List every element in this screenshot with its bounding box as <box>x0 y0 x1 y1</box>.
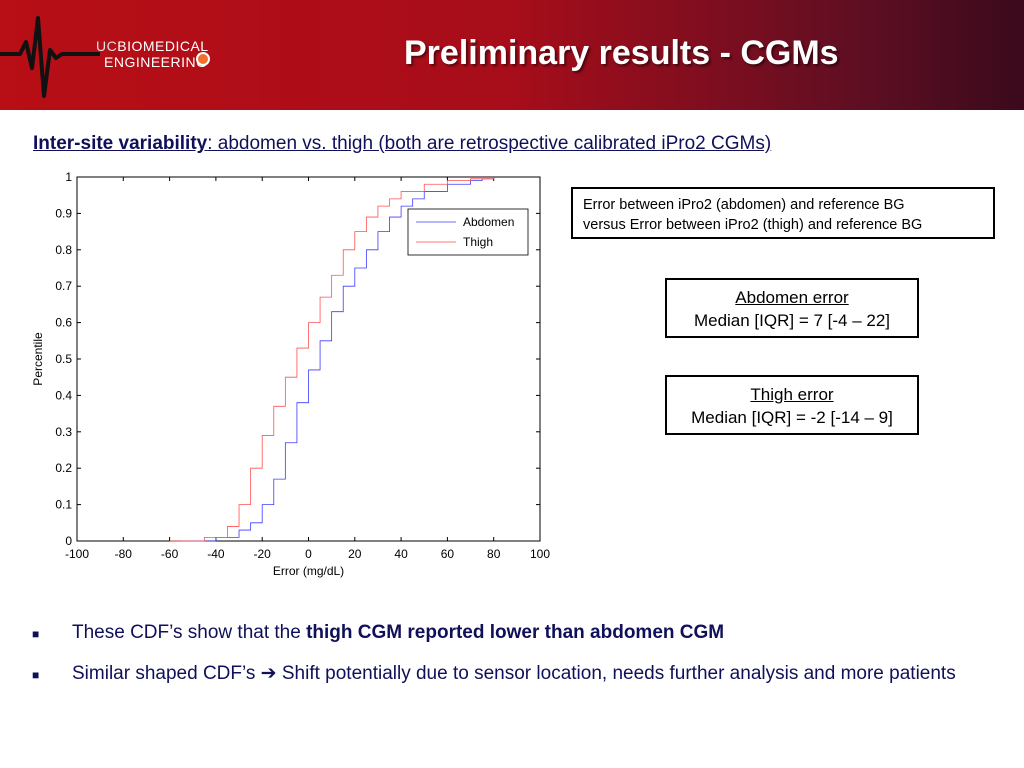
y-tick-label: 0 <box>65 534 72 548</box>
y-tick-label: 1 <box>65 170 72 184</box>
x-tick-label: 100 <box>530 547 550 561</box>
x-tick-label: 40 <box>394 547 408 561</box>
y-tick-label: 0.5 <box>55 352 72 366</box>
slide-title: Preliminary results - CGMs <box>404 34 839 72</box>
x-tick-label: -80 <box>115 547 133 561</box>
thigh-error-box: Thigh error Median [IQR] = -2 [-14 – 9] <box>665 375 919 435</box>
comparison-line-1: Error between iPro2 (abdomen) and refere… <box>583 197 905 213</box>
thigh-error-heading: Thigh error <box>750 385 834 404</box>
abdomen-error-heading: Abdomen error <box>735 288 849 307</box>
bullet-item: ■ These CDF’s show that the thigh CGM re… <box>32 620 1002 646</box>
logo-uc: UC <box>96 38 118 54</box>
x-tick-label: -20 <box>254 547 272 561</box>
heartbeat-logo-icon <box>0 16 100 98</box>
y-axis-label: Percentile <box>31 332 45 386</box>
series-line-abdomen <box>181 177 495 542</box>
square-bullet-icon: ■ <box>32 627 40 641</box>
logo-dot-icon <box>196 52 210 66</box>
y-tick-label: 0.9 <box>55 206 72 220</box>
x-tick-label: 20 <box>348 547 362 561</box>
y-tick-label: 0.1 <box>55 498 72 512</box>
logo-biomedical: BIOMEDICAL <box>117 38 209 54</box>
x-tick-label: 0 <box>305 547 312 561</box>
x-tick-label: -100 <box>65 547 89 561</box>
x-tick-label: 60 <box>441 547 455 561</box>
cdf-chart: -100 -80 -60 -40 -20 0 20 40 60 80 100 0 0.1 0.2 0.3 0.… <box>31 170 550 578</box>
right-arrow-icon: ➔ <box>260 663 277 684</box>
subtitle-rest: : abdomen vs. thigh (both are retrospect… <box>207 133 772 154</box>
y-tick-label: 0.4 <box>55 388 72 402</box>
y-tick-label: 0.6 <box>55 316 72 330</box>
legend-label: Abdomen <box>463 215 514 229</box>
bullet-item: ■ Similar shaped CDF’s ➔ Shift potential… <box>32 661 1002 687</box>
abdomen-error-value: Median [IQR] = 7 [-4 – 22] <box>693 311 891 330</box>
abdomen-error-box: Abdomen error Median [IQR] = 7 [-4 – 22] <box>665 278 919 338</box>
logo-engineering: ENGINEERING <box>104 54 208 70</box>
slide-subtitle: Inter-site variability: abdomen vs. thig… <box>33 133 771 155</box>
bullet-list: ■ These CDF’s show that the thigh CGM re… <box>32 620 1002 702</box>
thigh-error-value: Median [IQR] = -2 [-14 – 9] <box>691 408 893 427</box>
bullet-text-end: Shift potentially due to sensor location… <box>276 663 956 684</box>
bullet-bold-text: thigh CGM reported lower than abdomen CG… <box>306 622 725 643</box>
x-axis-label: Error (mg/dL) <box>273 564 344 578</box>
x-tick-label: -60 <box>161 547 179 561</box>
bullet-text: These CDF’s show that the <box>72 622 307 643</box>
header-band: UCBIOMEDICAL ENGINEERING Preliminary res… <box>0 0 1024 110</box>
comparison-box: Error between iPro2 (abdomen) and refere… <box>571 187 995 239</box>
y-tick-label: 0.8 <box>55 243 72 257</box>
y-tick-label: 0.3 <box>55 425 72 439</box>
x-tick-label: 80 <box>487 547 501 561</box>
logo-wordmark: UCBIOMEDICAL ENGINEERING <box>96 38 209 70</box>
bullet-text: Similar shaped CDF’s <box>72 663 261 684</box>
subtitle-bold: Inter-site variability <box>33 133 208 154</box>
y-tick-label: 0.7 <box>55 279 72 293</box>
comparison-line-2: versus Error between iPro2 (thigh) and r… <box>583 217 923 233</box>
y-tick-label: 0.2 <box>55 461 72 475</box>
legend-box <box>407 208 529 256</box>
series-line-thigh <box>169 177 495 542</box>
x-tick-label: -40 <box>207 547 225 561</box>
legend-label: Thigh <box>463 235 493 249</box>
square-bullet-icon: ■ <box>32 668 40 682</box>
